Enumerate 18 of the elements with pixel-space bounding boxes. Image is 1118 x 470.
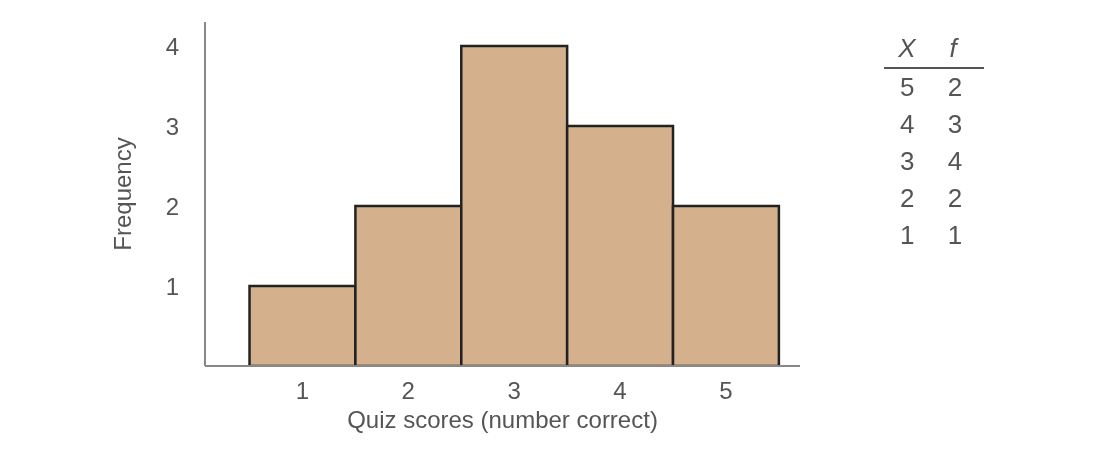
x-tick-label: 2	[401, 377, 415, 405]
x-tick-label: 4	[613, 377, 627, 405]
text: f	[948, 32, 960, 65]
y-tick-label: 1	[165, 272, 179, 300]
y-tick-label: 3	[165, 112, 179, 140]
y-tick-label: 4	[165, 32, 179, 60]
x-tick-label: 1	[295, 377, 310, 405]
text: 4 3	[899, 108, 964, 141]
text: 2 2	[899, 182, 964, 215]
y-axis-title: Frequency	[108, 137, 136, 251]
text: 3 4	[899, 145, 964, 178]
x-axis-title: Quiz scores (number correct)	[347, 406, 658, 433]
x-tick-label: 3	[507, 377, 521, 405]
text: 5 2	[899, 71, 964, 104]
text: 1 1	[899, 219, 964, 252]
y-tick-label: 2	[165, 192, 179, 220]
text: X	[897, 32, 917, 65]
x-tick-label: 5	[719, 377, 733, 405]
